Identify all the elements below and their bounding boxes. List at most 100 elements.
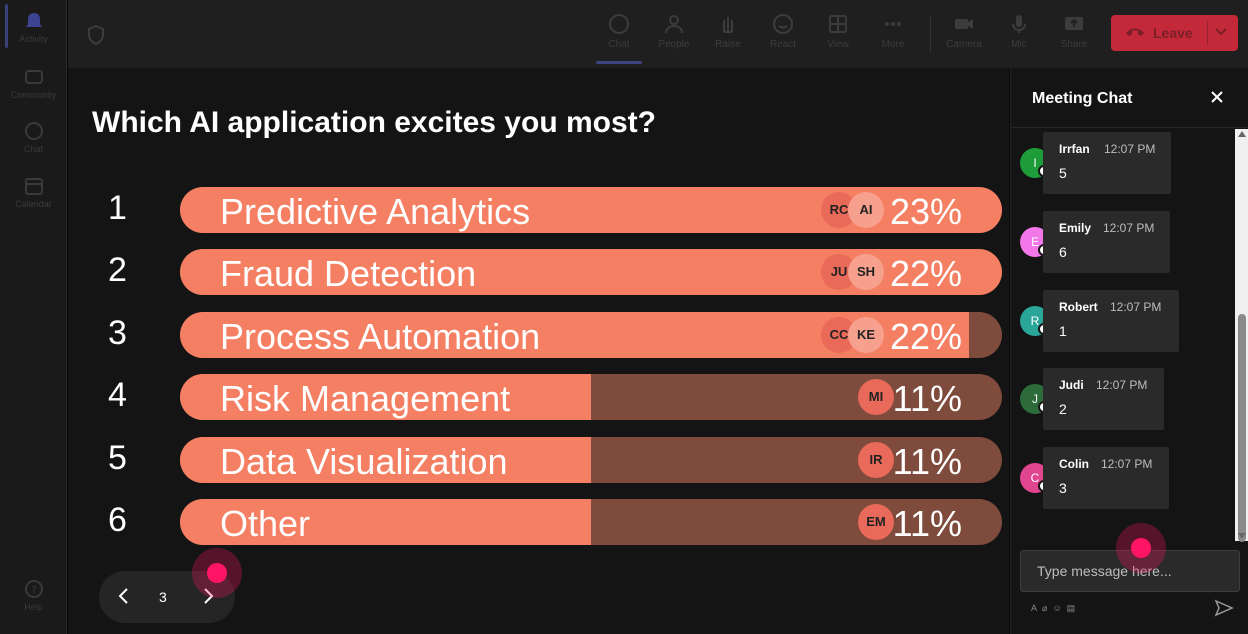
message-time: 12:07 PM — [1096, 378, 1148, 392]
rail-item-help[interactable]: ? Help — [0, 578, 67, 612]
message-text: 6 — [1059, 244, 1067, 260]
message-time: 12:07 PM — [1103, 221, 1155, 235]
message-text: 1 — [1059, 323, 1067, 339]
rail-item-chat[interactable]: Chat — [0, 120, 67, 154]
raise-hand-button[interactable]: Raise — [703, 10, 753, 60]
toolbar-label: Mic — [1011, 39, 1027, 50]
rail-label: Calendar — [15, 199, 52, 209]
page-number: 3 — [159, 589, 167, 605]
community-icon — [24, 70, 43, 84]
avatar: KE — [848, 317, 884, 353]
toolbar-label: Chat — [608, 39, 630, 50]
shield-icon[interactable] — [86, 24, 106, 46]
avatar: MI — [858, 379, 894, 415]
calendar-icon — [24, 178, 43, 195]
option-number: 4 — [108, 376, 127, 414]
leave-button[interactable]: Leave — [1111, 15, 1238, 51]
poll-option-2[interactable]: Fraud Detection JU SH 22% — [180, 249, 1002, 295]
message-text: 2 — [1059, 401, 1067, 417]
option-percent: 22% — [889, 253, 962, 294]
poll-option-1[interactable]: Predictive Analytics RC AI 23% — [180, 187, 1002, 233]
poll-option-4[interactable]: Risk Management MI 11% — [180, 374, 1002, 420]
sender-name: Robert — [1059, 300, 1098, 314]
toolbar-label: Share — [1060, 39, 1088, 50]
rail-item-activity[interactable]: Activity — [0, 10, 67, 44]
message-time: 12:07 PM — [1110, 300, 1162, 314]
message-text: 3 — [1059, 480, 1067, 496]
option-label: Predictive Analytics — [220, 191, 531, 232]
cursor-indicator — [1116, 523, 1166, 573]
chevron-right-icon[interactable] — [201, 587, 215, 605]
chat-message-input[interactable] — [1020, 550, 1240, 592]
chat-message: I Irrfan 12:07 PM 5 — [1011, 132, 1235, 202]
option-percent: 11% — [892, 503, 962, 544]
message-bubble: Emily 12:07 PM 6 — [1043, 211, 1170, 273]
chat-message: E Emily 12:07 PM 6 — [1011, 211, 1235, 281]
chat-scrollbar[interactable] — [1235, 129, 1248, 542]
people-button[interactable]: People — [649, 10, 699, 60]
chevron-left-icon[interactable] — [117, 587, 131, 605]
avatar: AI — [848, 192, 884, 228]
message-bubble: Judi 12:07 PM 2 — [1043, 368, 1164, 430]
chat-icon — [24, 122, 43, 140]
hand-icon — [723, 17, 733, 33]
people-icon — [665, 15, 683, 34]
chat-message-list: I Irrfan 12:07 PM 5 E Emily 12:07 PM 6 R — [1011, 129, 1235, 541]
close-icon[interactable] — [1210, 90, 1224, 104]
poll-option-6[interactable]: Other EM 11% — [180, 499, 1002, 545]
cursor-indicator — [192, 548, 242, 598]
toolbar-label: Raise — [715, 39, 741, 50]
sender-name: Colin — [1059, 457, 1089, 471]
message-time: 12:07 PM — [1101, 457, 1153, 471]
scroll-thumb[interactable] — [1238, 314, 1246, 542]
view-button[interactable]: View — [813, 10, 863, 60]
grid-icon — [829, 15, 847, 33]
message-bubble: Colin 12:07 PM 3 — [1043, 447, 1169, 509]
format-toolbar: A⌀☺▤ — [1031, 603, 1080, 614]
rail-item-community[interactable]: Community — [0, 66, 67, 100]
bell-icon — [25, 13, 42, 27]
option-percent: 22% — [889, 316, 962, 357]
option-number: 5 — [108, 439, 127, 477]
toolbar-label: More — [881, 39, 905, 50]
chat-message: J Judi 12:07 PM 2 — [1011, 368, 1235, 438]
option-label: Data Visualization — [220, 441, 508, 482]
poll-option-3[interactable]: Process Automation CC KE 22% — [180, 312, 1002, 358]
format-icon[interactable]: A — [1031, 603, 1043, 613]
camera-button[interactable]: Camera — [939, 10, 989, 60]
option-label: Process Automation — [220, 316, 541, 357]
avatar: SH — [848, 254, 884, 290]
option-label: Risk Management — [220, 378, 511, 419]
share-button[interactable]: Share — [1049, 10, 1099, 60]
chat-button[interactable]: Chat — [594, 10, 644, 64]
leave-label: Leave — [1153, 25, 1193, 41]
chat-header: Meeting Chat — [1011, 68, 1248, 128]
sender-name: Emily — [1059, 221, 1092, 235]
poll-stage: Which AI application excites you most? 1… — [68, 68, 1009, 634]
scroll-up-icon[interactable] — [1238, 131, 1246, 137]
send-icon[interactable] — [1214, 599, 1234, 617]
camera-off-icon — [955, 19, 973, 29]
share-screen-icon — [1065, 17, 1083, 30]
option-fill — [180, 374, 591, 420]
poll-question: Which AI application excites you most? — [92, 106, 656, 139]
option-percent: 23% — [889, 191, 962, 232]
toolbar-label: View — [827, 39, 849, 50]
chat-icon — [609, 14, 629, 34]
attach-icon[interactable]: ⌀ — [1042, 603, 1053, 613]
emoji-icon[interactable]: ☺ — [1052, 603, 1067, 613]
chat-title: Meeting Chat — [1032, 90, 1133, 107]
scroll-down-icon[interactable] — [1238, 533, 1246, 539]
more-icon — [885, 22, 901, 26]
option-label: Fraud Detection — [220, 253, 477, 294]
react-button[interactable]: React — [758, 10, 808, 60]
poll-option-5[interactable]: Data Visualization IR 11% — [180, 437, 1002, 483]
rail-label: Community — [10, 90, 57, 100]
gif-icon[interactable]: ▤ — [1066, 603, 1081, 613]
toolbar-divider — [930, 16, 931, 52]
rail-item-calendar[interactable]: Calendar — [0, 175, 67, 209]
more-button[interactable]: More — [868, 10, 918, 60]
chevron-down-icon[interactable] — [1215, 27, 1227, 37]
mic-button[interactable]: Mic — [994, 10, 1044, 60]
